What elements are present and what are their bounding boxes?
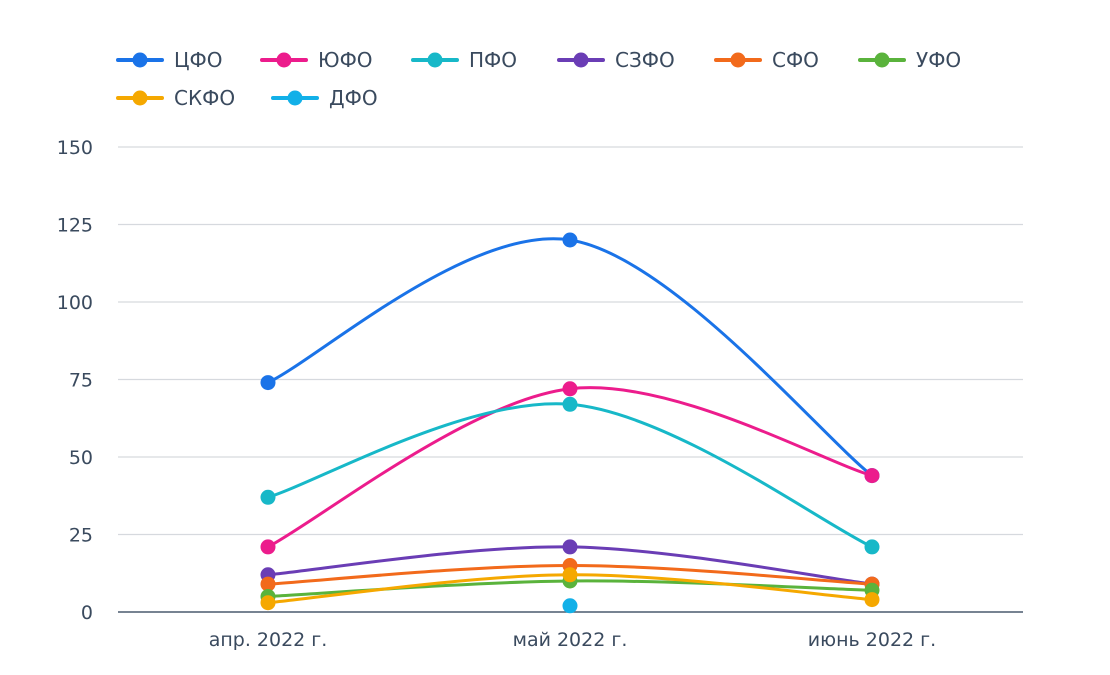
x-tick-label: июнь 2022 г. [808, 629, 936, 651]
y-tick-label: 150 [57, 137, 93, 159]
y-tick-label: 125 [57, 215, 93, 237]
legend-label: СКФО [174, 86, 235, 110]
y-tick-label: 50 [69, 447, 93, 469]
legend-label: СЗФО [615, 48, 675, 72]
data-point[interactable] [562, 232, 578, 248]
legend-marker [132, 52, 148, 68]
legend-item[interactable]: ПФО [411, 48, 517, 72]
data-point[interactable] [260, 539, 276, 555]
series-points [260, 232, 880, 614]
data-point[interactable] [260, 375, 276, 391]
y-tick-label: 0 [81, 602, 93, 624]
y-tick-label: 75 [69, 370, 93, 392]
legend-marker [276, 52, 292, 68]
data-point[interactable] [562, 381, 578, 397]
legend-label: СФО [772, 48, 819, 72]
data-point[interactable] [864, 468, 880, 484]
data-point[interactable] [864, 539, 880, 555]
legend-item[interactable]: ДФО [271, 86, 378, 110]
legend-item[interactable]: ЮФО [260, 48, 373, 72]
legend-label: ЦФО [174, 48, 223, 72]
data-point[interactable] [562, 396, 578, 412]
legend-marker [730, 52, 746, 68]
data-point[interactable] [260, 576, 276, 592]
y-axis-ticks: 0 25 50 75 100 125 150 [57, 137, 93, 624]
y-tick-label: 100 [57, 292, 93, 314]
legend-item[interactable]: СЗФО [557, 48, 675, 72]
legend-item[interactable]: СКФО [116, 86, 235, 110]
legend-marker [874, 52, 890, 68]
data-point[interactable] [562, 539, 578, 555]
x-tick-label: май 2022 г. [513, 629, 628, 651]
legend-label: УФО [916, 48, 961, 72]
data-point[interactable] [260, 489, 276, 505]
legend-marker [287, 90, 303, 106]
legend-marker [132, 90, 148, 106]
legend-item[interactable]: ЦФО [116, 48, 223, 72]
series-line-3 [266, 402, 874, 549]
legend: ЦФО ЮФО ПФО СЗФО СФО УФО СКФО ДФО [116, 48, 961, 110]
legend-item[interactable]: УФО [858, 48, 961, 72]
legend-label: ЮФО [318, 48, 373, 72]
legend-label: ПФО [469, 48, 517, 72]
y-tick-label: 25 [69, 525, 93, 547]
legend-item[interactable]: СФО [714, 48, 819, 72]
data-point[interactable] [562, 567, 578, 583]
x-tick-label: апр. 2022 г. [209, 629, 328, 651]
legend-marker [427, 52, 443, 68]
data-point[interactable] [864, 592, 880, 608]
x-axis-ticks: апр. 2022 г. май 2022 г. июнь 2022 г. [209, 629, 937, 651]
data-point[interactable] [260, 595, 276, 611]
data-point[interactable] [562, 598, 578, 614]
legend-label: ДФО [329, 86, 378, 110]
legend-marker [573, 52, 589, 68]
